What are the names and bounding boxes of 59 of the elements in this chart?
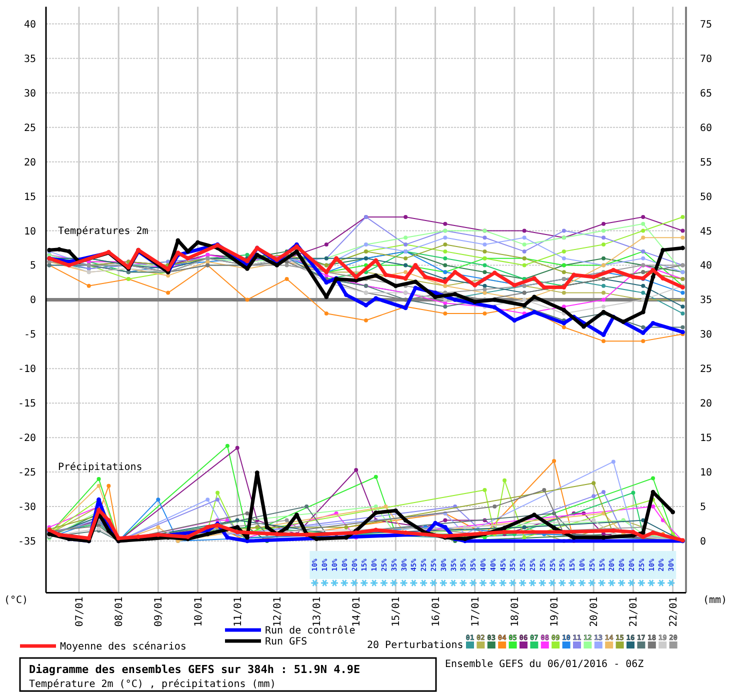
y2-tick-label: 20 [700,398,712,410]
y2-tick-label: 70 [700,54,712,65]
y-tick-label: -35 [18,536,36,548]
legend-title: 20 Perturbations [367,640,464,651]
x-tick-label: 22/01 [668,596,680,627]
y2-tick-label: 40 [700,260,712,272]
y-tick-label: 35 [24,54,36,65]
y2-tick-label: 30 [700,330,712,341]
y-axis-title: (°C) [4,595,28,606]
x-tick-label: 07/01 [74,596,86,627]
x-tick-label: 11/01 [232,596,244,627]
text: Ensemble GEFS du 06/01/2016 - 06Z [445,659,644,670]
y-tick-label: 20 [24,157,36,168]
legend-label: Run GFS [265,636,308,648]
y-tick-label: 30 [24,88,36,100]
legend-label: Run de contrôle [265,626,356,636]
y-tick-label: -10 [18,364,36,376]
y2-tick-label: 5 [700,502,706,514]
y2-tick-label: 60 [700,122,712,134]
legend-label: Moyenne des scénarios [60,642,186,652]
y-tick-label: 25 [24,122,36,134]
x-tick-label: 08/01 [114,596,126,627]
x-tick-label: 09/01 [154,596,165,627]
y-tick-label: -20 [18,433,36,444]
x-tick-label: 13/01 [312,596,324,627]
y-tick-label: 15 [24,192,36,203]
text: Température 2m (°C) , précipitations (mm) [29,679,276,690]
y2-tick-label: 45 [700,226,712,238]
x-tick-label: 19/01 [550,596,561,627]
y2-tick-label: 0 [700,536,706,548]
x-tick-label: 10/01 [193,596,204,627]
y-tick-label: 40 [24,19,36,30]
y-tick-label: -5 [24,330,36,341]
x-tick-label: 21/01 [628,596,640,627]
y-tick-label: 0 [30,295,36,306]
y2-tick-label: 15 [700,433,712,444]
y-tick-label: -15 [18,398,36,410]
y2-tick-label: 50 [700,192,712,203]
y-tick-label: 5 [30,260,36,272]
y2-tick-label: 25 [700,364,712,376]
y2-tick-label: 75 [700,19,712,30]
x-tick-label: 12/01 [272,596,284,627]
x-tick-label: 18/01 [510,596,521,627]
text: Diagramme des ensembles GEFS sur 384h : 51.9N 4.9E [29,663,360,676]
y2-axis-title: (mm) [703,595,728,606]
annotation: Températures 2m [58,226,148,237]
y2-tick-label: 55 [700,157,712,168]
y-tick-label: -25 [18,468,36,479]
x-tick-label: 17/01 [470,596,482,627]
x-tick-label: 14/01 [352,596,363,627]
x-tick-label: 16/01 [430,596,442,627]
x-tick-label: 20/01 [589,596,600,627]
y-tick-label: 10 [24,226,36,238]
annotation: Précipitations [58,462,142,473]
y2-tick-label: 35 [700,295,712,306]
y-tick-label: -30 [18,502,36,514]
y2-tick-label: 65 [700,88,712,100]
x-tick-label: 15/01 [391,596,402,627]
y2-tick-label: 10 [700,468,712,479]
